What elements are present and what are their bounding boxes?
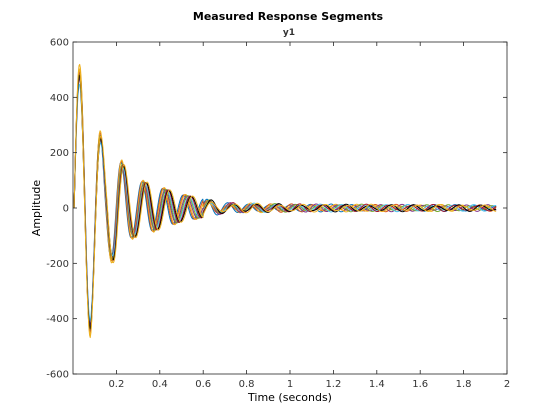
y-axis-label: Amplitude (30, 180, 43, 237)
response-segment-line (73, 67, 497, 336)
x-tick-label: 0.6 (195, 379, 211, 390)
x-axis: 0.2 0.4 0.6 0.8 1 1.2 1.4 1.6 1.8 2 (108, 42, 510, 390)
x-tick-label: 0.4 (152, 379, 168, 390)
response-segment-line (73, 75, 497, 329)
y-tick-label: -400 (46, 314, 69, 325)
plot-lines (73, 63, 497, 339)
x-tick-label: 1 (287, 379, 293, 390)
y-tick-label: 200 (50, 148, 69, 159)
x-tick-label: 1.8 (456, 379, 472, 390)
x-tick-label: 0.8 (239, 379, 255, 390)
x-tick-label: 2 (504, 379, 510, 390)
x-tick-label: 1.6 (412, 379, 428, 390)
x-tick-label: 1.2 (325, 379, 341, 390)
y-tick-label: -600 (46, 370, 69, 381)
response-segment-line (73, 72, 497, 331)
y-tick-label: 0 (63, 204, 69, 215)
y-tick-label: 600 (50, 38, 69, 49)
y-axis: -600 -400 -200 0 200 400 600 (46, 38, 507, 381)
chart-title: Measured Response Segments (193, 10, 384, 23)
response-segment-line (73, 71, 497, 332)
y-tick-label: -200 (46, 259, 69, 270)
x-axis-label: Time (seconds) (247, 391, 332, 404)
chart-subtitle: y1 (283, 28, 295, 38)
x-tick-label: 0.2 (108, 379, 124, 390)
y-tick-label: 400 (50, 93, 69, 104)
x-tick-label: 1.4 (369, 379, 385, 390)
